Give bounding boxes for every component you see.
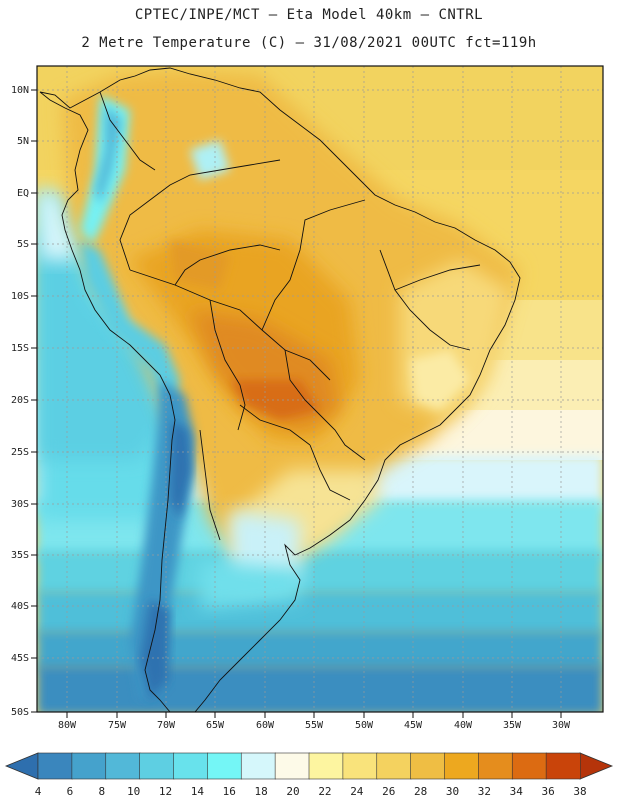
lat-label: 15S xyxy=(11,343,29,354)
lat-label: 10N xyxy=(11,85,29,96)
map-title-line-1: CPTEC/INPE/MCT – Eta Model 40km – CNTRL xyxy=(134,7,484,23)
lon-label: 35W xyxy=(503,720,522,731)
border-line xyxy=(239,404,311,446)
longitude-labels: 80W 75W 70W 65W 60W 55W 50W 45W 40W 35W … xyxy=(58,720,571,731)
colorbar-label: 12 xyxy=(159,785,172,798)
border-line xyxy=(129,269,331,381)
lat-label: 10S xyxy=(11,291,29,302)
colorbar-cell xyxy=(71,752,107,780)
lon-label: 30W xyxy=(552,720,571,731)
lat-label: 5S xyxy=(17,239,29,250)
lon-label: 70W xyxy=(157,720,176,731)
colorbar-label: 36 xyxy=(541,785,554,798)
lon-label: 55W xyxy=(305,720,324,731)
lat-label: 30S xyxy=(11,499,29,510)
latitude-labels: 10N 5N EQ 5S 10S 15S 20S 25S 30S 35S 40S… xyxy=(11,85,29,718)
colorbar-cell xyxy=(376,752,412,780)
lat-label: 45S xyxy=(11,653,29,664)
lat-label: 50S xyxy=(11,707,29,718)
colorbar-label: 34 xyxy=(510,785,524,798)
border-line xyxy=(119,159,281,271)
lon-label: 45W xyxy=(404,720,423,731)
map-title-line-2: 2 Metre Temperature (C) – 31/08/2021 00U… xyxy=(81,35,537,51)
lon-label: 75W xyxy=(108,720,127,731)
border-line xyxy=(379,249,471,351)
lat-label: 5N xyxy=(17,136,29,147)
colorbar: 4 6 8 10 12 14 16 18 20 22 24 26 28 30 32 34 36 38 xyxy=(4,752,614,798)
colorbar-cell xyxy=(105,752,141,780)
graticule xyxy=(37,66,603,712)
colorbar-cell xyxy=(37,752,73,780)
colorbar-cell xyxy=(139,752,175,780)
lon-label: 40W xyxy=(454,720,473,731)
colorbar-label: 10 xyxy=(127,785,140,798)
coastline-and-borders xyxy=(39,67,521,712)
tick-marks xyxy=(31,89,562,718)
lat-label: 20S xyxy=(11,395,29,406)
border-line xyxy=(309,444,351,501)
border-line xyxy=(174,244,281,286)
border-line xyxy=(209,299,246,431)
lon-label: 60W xyxy=(256,720,275,731)
lat-label: 25S xyxy=(11,447,29,458)
colorbar-cell xyxy=(207,752,243,780)
colorbar-label: 4 xyxy=(35,785,42,798)
border-line xyxy=(394,264,481,291)
colorbar-cell xyxy=(240,752,276,780)
colorbar-label: 6 xyxy=(67,785,74,798)
lon-label: 65W xyxy=(206,720,225,731)
colorbar-cell xyxy=(511,752,547,780)
colorbar-high-arrow xyxy=(579,752,614,780)
colorbar-label: 38 xyxy=(573,785,586,798)
lat-label: 40S xyxy=(11,601,29,612)
temperature-field xyxy=(37,66,603,712)
colorbar-label: 32 xyxy=(478,785,491,798)
lon-label: 80W xyxy=(58,720,77,731)
colorbar-cell xyxy=(308,752,344,780)
lat-label: EQ xyxy=(17,188,29,199)
colorbar-cell xyxy=(444,752,480,780)
colorbar-label: 22 xyxy=(318,785,331,798)
lat-label: 35S xyxy=(11,550,29,561)
map-frame xyxy=(36,65,604,713)
colorbar-cell xyxy=(342,752,378,780)
colorbar-label: 30 xyxy=(446,785,459,798)
colorbar-label: 18 xyxy=(255,785,268,798)
colorbar-label: 8 xyxy=(98,785,105,798)
border-line xyxy=(284,349,366,461)
border-line xyxy=(199,429,221,541)
colorbar-label: 16 xyxy=(223,785,236,798)
colorbar-label: 14 xyxy=(191,785,205,798)
colorbar-cell xyxy=(478,752,514,780)
lon-label: 50W xyxy=(355,720,374,731)
border-line xyxy=(99,91,156,171)
colorbar-cell xyxy=(173,752,209,780)
border-line xyxy=(261,199,366,331)
colorbar-label: 26 xyxy=(382,785,395,798)
colorbar-label: 28 xyxy=(414,785,427,798)
colorbar-cell xyxy=(410,752,446,780)
colorbar-cell xyxy=(545,752,581,780)
continent-coastline xyxy=(39,67,521,712)
colorbar-label: 24 xyxy=(350,785,364,798)
colorbar-cell xyxy=(274,752,310,780)
colorbar-low-arrow xyxy=(4,752,39,780)
colorbar-label: 20 xyxy=(286,785,299,798)
